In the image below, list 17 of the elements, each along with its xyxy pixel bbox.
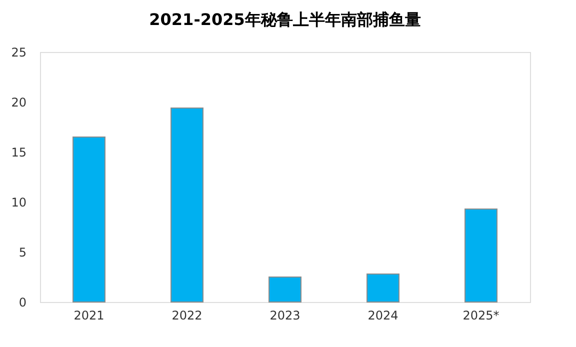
y-tick-label: 15 bbox=[11, 146, 26, 160]
x-tick-label: 2021 bbox=[74, 308, 104, 322]
y-tick-label: 0 bbox=[18, 296, 26, 310]
bar bbox=[268, 276, 302, 302]
bar bbox=[366, 274, 400, 302]
x-tick-label: 2022 bbox=[172, 308, 202, 322]
x-tick-label: 2023 bbox=[270, 308, 300, 322]
x-tick-label: 2024 bbox=[368, 308, 398, 322]
y-tick-label: 25 bbox=[11, 46, 26, 60]
bar bbox=[72, 136, 106, 302]
y-tick-label: 5 bbox=[18, 246, 26, 260]
y-tick-label: 10 bbox=[11, 196, 26, 210]
bar bbox=[464, 208, 498, 302]
chart-title: 2021-2025年秘鲁上半年南部捕鱼量 bbox=[149, 10, 421, 29]
y-tick-label: 20 bbox=[11, 96, 26, 110]
x-tick-label: 2025* bbox=[462, 308, 500, 322]
bar bbox=[170, 108, 204, 302]
